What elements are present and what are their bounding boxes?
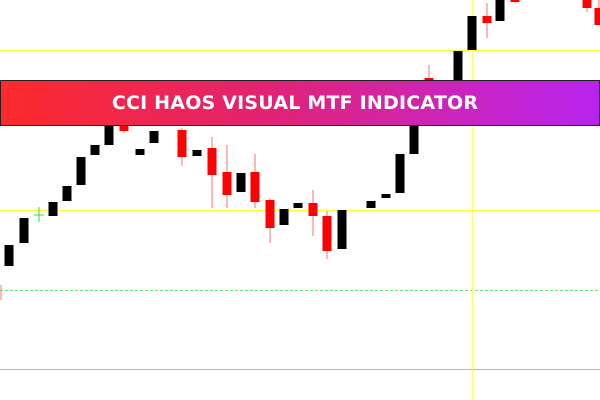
bull-candle bbox=[453, 51, 463, 82]
banner-title: CCI HAOS VISUAL MTF INDICATOR bbox=[111, 92, 479, 114]
bull-candle bbox=[279, 209, 289, 225]
bull-candle bbox=[366, 201, 376, 208]
bear-candle bbox=[594, 8, 600, 25]
bull-candle bbox=[149, 131, 159, 143]
bear-candle bbox=[510, 0, 520, 2]
bull-candle bbox=[495, 0, 505, 21]
bull-candle bbox=[76, 157, 86, 185]
bull-candle bbox=[381, 194, 391, 198]
bear-candle bbox=[250, 172, 260, 202]
bull-candle bbox=[135, 149, 145, 155]
bull-candle bbox=[62, 186, 72, 201]
bull-candle bbox=[337, 210, 347, 249]
bull-candle bbox=[90, 145, 100, 155]
bear-candle bbox=[322, 216, 332, 251]
bull-candle bbox=[409, 120, 419, 154]
bear-candle bbox=[222, 172, 232, 195]
bear-candle bbox=[177, 130, 187, 157]
bear-candle bbox=[582, 0, 592, 8]
bull-candle bbox=[104, 125, 114, 145]
bear-candle bbox=[482, 16, 492, 23]
bull-candle bbox=[293, 203, 303, 208]
bull-candle bbox=[236, 173, 246, 192]
bull-candle bbox=[19, 218, 29, 243]
bull-candle bbox=[48, 202, 58, 216]
bear-candle bbox=[265, 200, 275, 228]
bull-candle bbox=[4, 245, 14, 266]
bear-candle bbox=[119, 124, 129, 131]
bear-candle bbox=[308, 203, 318, 216]
bull-candle bbox=[395, 154, 405, 193]
bull-candle bbox=[192, 150, 202, 156]
bear-candle bbox=[207, 148, 217, 175]
bear-candle bbox=[424, 78, 434, 80]
bull-candle bbox=[467, 16, 477, 50]
title-banner: CCI HAOS VISUAL MTF INDICATOR bbox=[0, 80, 600, 126]
